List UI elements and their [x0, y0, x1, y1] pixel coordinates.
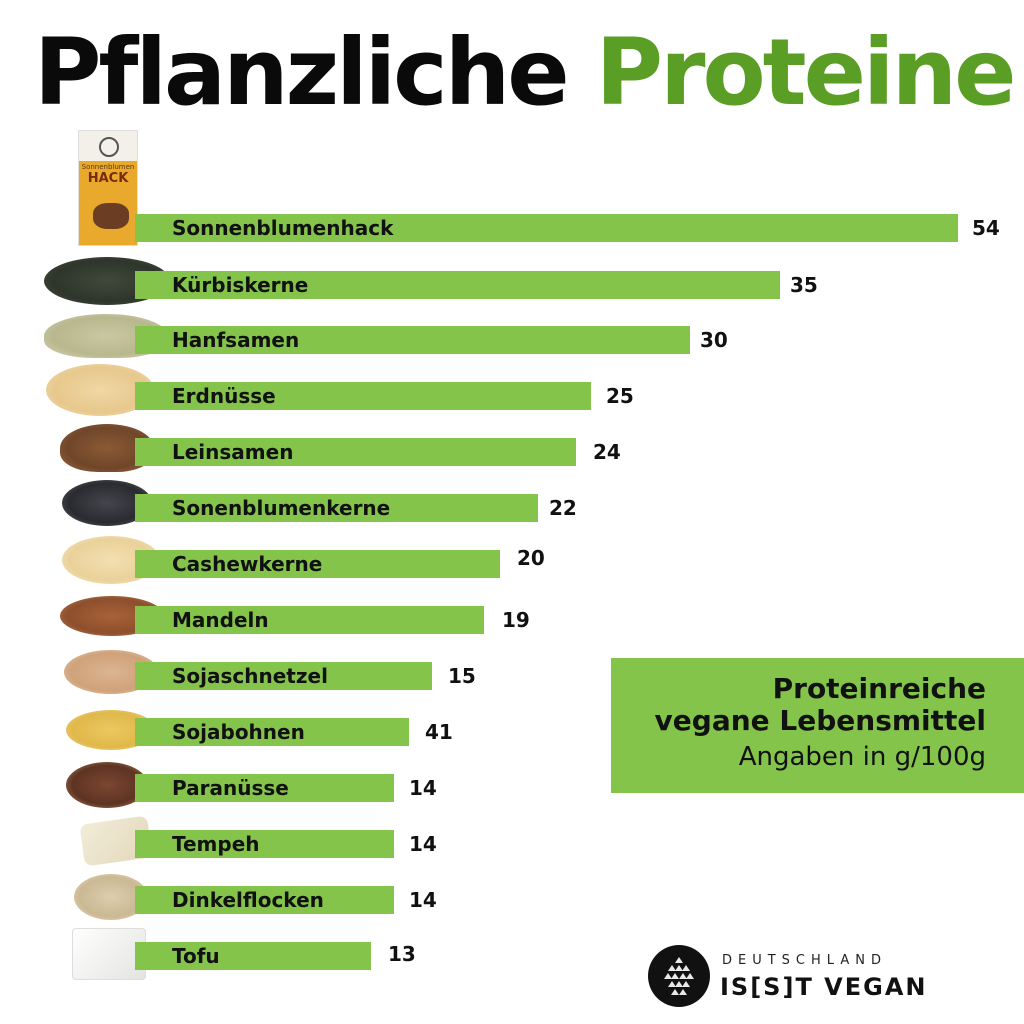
bar-value: 24	[593, 440, 621, 464]
bar-row: Kürbiskerne 35	[0, 257, 1024, 305]
bar-value: 20	[517, 546, 545, 570]
bar	[135, 942, 371, 970]
bar	[135, 438, 576, 466]
bar-row: Sonnenblumenhack 54	[0, 214, 1024, 242]
package-title: HACK	[87, 171, 129, 186]
bar-row: Cashewkerne 20	[0, 536, 1024, 584]
bar-value: 14	[409, 832, 437, 856]
bar-label: Dinkelflocken	[172, 888, 324, 912]
raspberry-logo-icon	[648, 945, 710, 1007]
brand-top-text: DEUTSCHLAND	[722, 953, 887, 968]
bar	[135, 774, 394, 802]
info-line-2: vegane Lebensmittel	[654, 704, 986, 737]
burger-image	[93, 203, 129, 229]
bar	[135, 550, 500, 578]
bar-value: 54	[972, 216, 1000, 240]
info-unit: Angaben in g/100g	[738, 742, 986, 772]
bar	[135, 606, 484, 634]
bar-value: 14	[409, 888, 437, 912]
bar-row: Leinsamen 24	[0, 424, 1024, 472]
bar-row: Sonenblumenkerne 22	[0, 480, 1024, 526]
bar	[135, 271, 780, 299]
info-box: Proteinreiche vegane Lebensmittel Angabe…	[611, 658, 1024, 793]
bar-value: 19	[502, 608, 530, 632]
brand-bottom-text: IS[S]T VEGAN	[720, 973, 928, 1001]
title-part1: Pflanzliche	[34, 19, 570, 126]
bar-row: Erdnüsse 25	[0, 364, 1024, 416]
bar	[135, 662, 432, 690]
bar-row: Dinkelflocken 14	[0, 874, 1024, 920]
bar-row: Sojabohnen 41	[0, 710, 1024, 750]
bar-label: Sojabohnen	[172, 720, 305, 744]
page-title: Pflanzliche Proteine	[34, 18, 1017, 128]
bar-row: Tofu 13	[0, 928, 1024, 980]
bar	[135, 382, 591, 410]
bar-row: Paranüsse 14	[0, 762, 1024, 808]
bar-label: Sonenblumenkerne	[172, 496, 391, 520]
bar-label: Hanfsamen	[172, 328, 300, 352]
bar	[135, 718, 409, 746]
bar-label: Tofu	[172, 944, 220, 968]
bar-label: Sonnenblumenhack	[172, 216, 394, 240]
bar-row: Mandeln 19	[0, 596, 1024, 636]
bar-value: 41	[425, 720, 453, 744]
info-line-1: Proteinreiche	[772, 672, 986, 705]
bar-value: 22	[549, 496, 577, 520]
bar-row: Sojaschnetzel 15	[0, 650, 1024, 694]
bar-value: 13	[388, 942, 416, 966]
bar-value: 15	[448, 664, 476, 688]
bar-label: Erdnüsse	[172, 384, 276, 408]
bar-value: 35	[790, 273, 818, 297]
brazil-nuts-image	[66, 762, 148, 808]
bar	[135, 326, 690, 354]
brand-logo-icon	[99, 137, 119, 157]
bar-value: 25	[606, 384, 634, 408]
bar	[135, 886, 394, 914]
bar-value: 14	[409, 776, 437, 800]
bar-value: 30	[700, 328, 728, 352]
brand-logo: DEUTSCHLAND IS[S]T VEGAN	[648, 945, 928, 1009]
bar-row: Hanfsamen 30	[0, 314, 1024, 358]
bar-label: Cashewkerne	[172, 552, 323, 576]
bar-row: Tempeh 14	[0, 815, 1024, 867]
bar-label: Sojaschnetzel	[172, 664, 328, 688]
tofu-image	[72, 928, 146, 980]
bar-label: Paranüsse	[172, 776, 289, 800]
bar	[135, 830, 394, 858]
bar-label: Kürbiskerne	[172, 273, 309, 297]
bar-label: Mandeln	[172, 608, 269, 632]
bar-label: Tempeh	[172, 832, 260, 856]
sunflower-hack-package-image: Sonnenblumen HACK	[78, 130, 138, 246]
title-part2: Proteine	[595, 19, 1017, 126]
bar	[135, 214, 958, 242]
bar-label: Leinsamen	[172, 440, 294, 464]
bar	[135, 494, 538, 522]
package-text: Sonnenblumen	[81, 163, 135, 171]
